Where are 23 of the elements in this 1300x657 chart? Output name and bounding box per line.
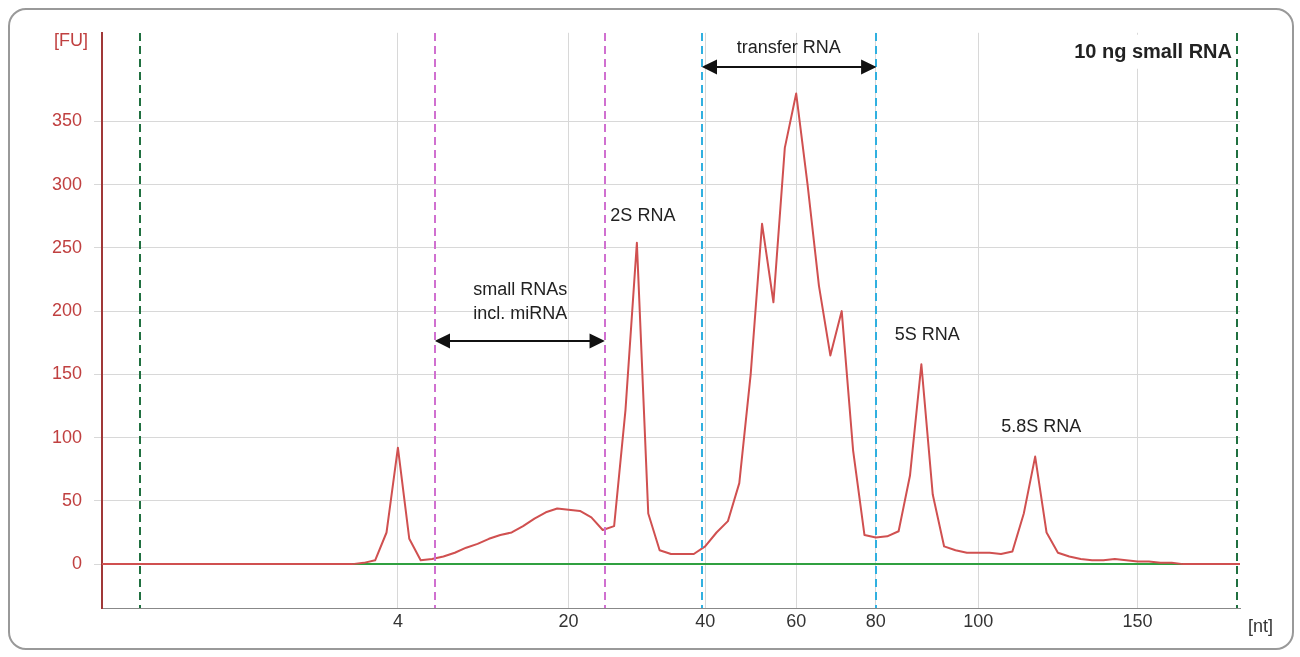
annotation: transfer RNA <box>735 35 842 59</box>
x-tick-label: 40 <box>695 611 716 632</box>
y-tick-label: 300 <box>51 173 83 194</box>
annotation: 2S RNA <box>610 204 676 225</box>
x-axis-title: [nt] <box>1248 616 1274 637</box>
x-tick-label: 100 <box>963 611 994 632</box>
annotation: 5.8S RNA <box>1001 415 1082 436</box>
y-tick-label: 100 <box>51 426 83 447</box>
y-tick-label: 200 <box>51 300 83 321</box>
y-tick-label: 0 <box>72 553 83 574</box>
annotation: 5S RNA <box>894 323 960 344</box>
chart-title: 10 ng small RNA <box>1074 40 1232 63</box>
y-axis-title: [FU] <box>54 29 89 50</box>
y-tick-label: 150 <box>51 363 83 384</box>
x-tick-label: 20 <box>558 611 579 632</box>
x-tick-label: 150 <box>1122 611 1153 632</box>
x-tick-label: 4 <box>392 611 403 632</box>
y-tick-label: 50 <box>62 489 83 510</box>
y-tick-label: 250 <box>51 236 83 257</box>
x-tick-label: 80 <box>865 611 886 632</box>
y-tick-label: 350 <box>51 110 83 131</box>
x-tick-label: 60 <box>786 611 807 632</box>
annotation: small RNAs incl. miRNA <box>472 278 569 326</box>
